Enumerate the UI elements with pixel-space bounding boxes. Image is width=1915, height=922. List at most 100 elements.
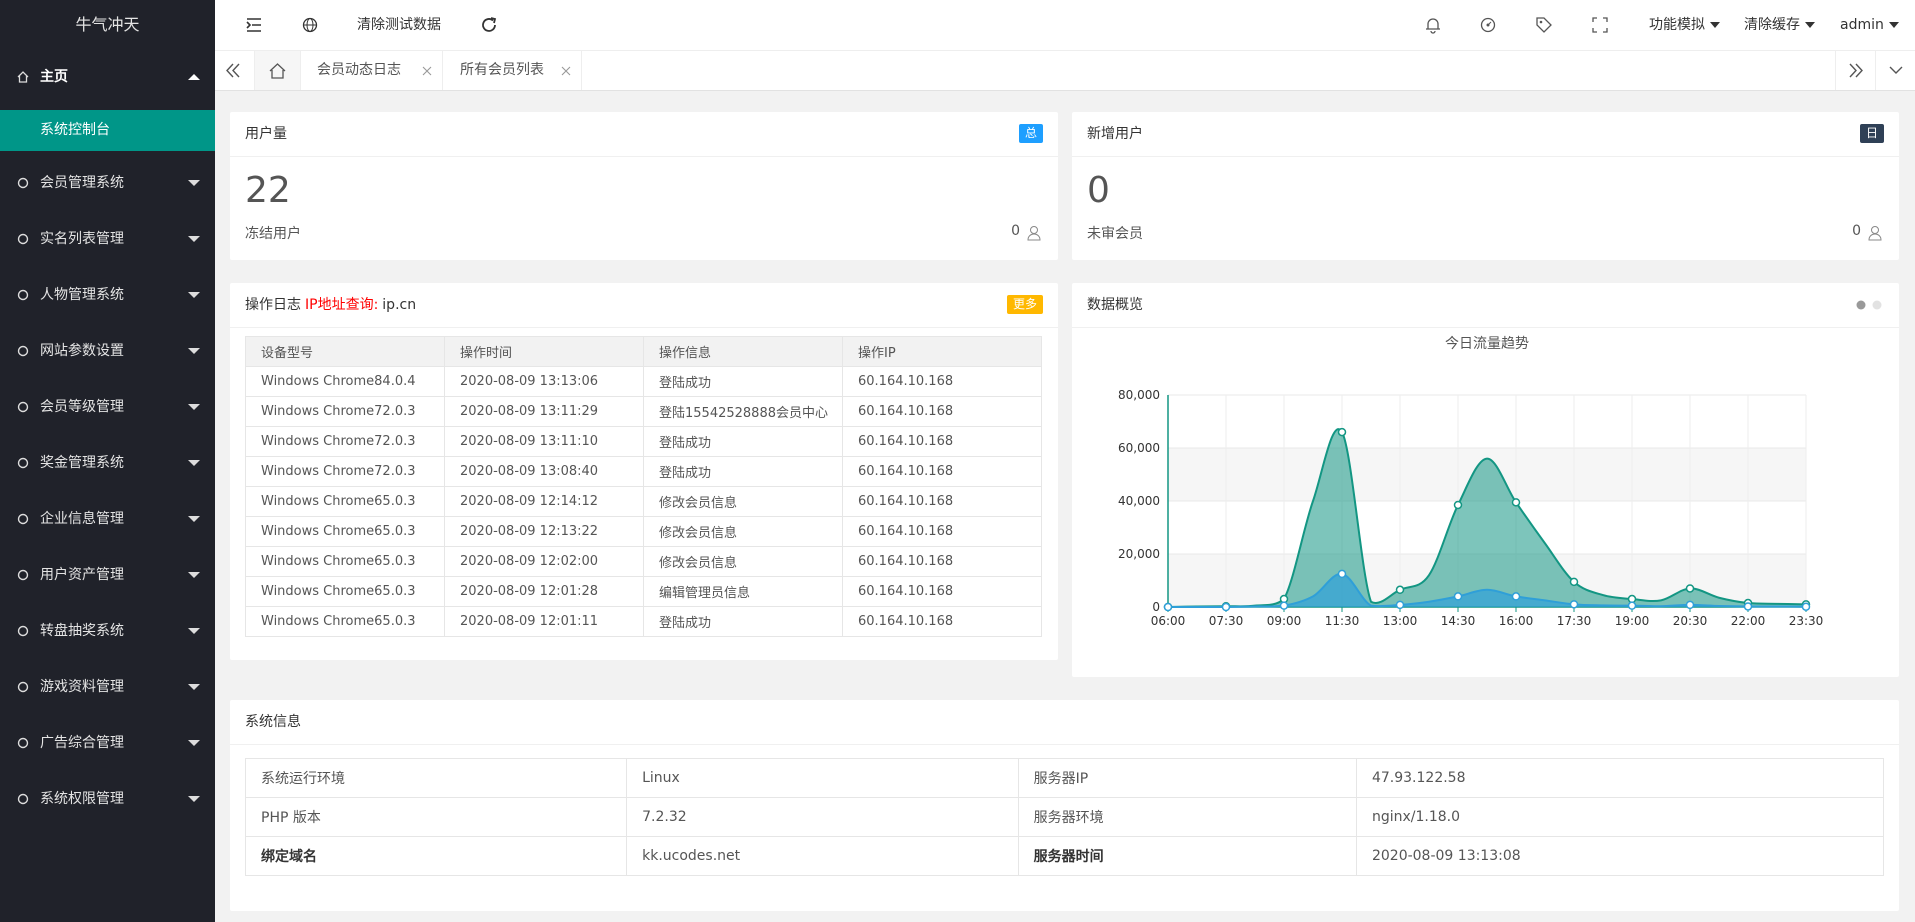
user-icon xyxy=(1027,226,1041,241)
top-menu-label: 功能模拟 xyxy=(1649,17,1705,33)
table-cell: 绑定域名 xyxy=(244,836,628,876)
globe-icon[interactable] xyxy=(301,16,319,34)
tab-menu[interactable] xyxy=(1875,51,1915,90)
menu-icon xyxy=(17,513,29,525)
x-tick-label: 11:30 xyxy=(1325,614,1360,628)
table-cell: Windows Chrome72.0.3 xyxy=(245,456,445,487)
chart: 今日流量趋势 0 20,000 40,000 60,000 80,000 06:00 07:3… xyxy=(1118,336,1824,628)
home-tab[interactable] xyxy=(254,51,301,90)
table-cell: 2020-08-09 13:13:06 xyxy=(444,366,644,397)
theme-icon[interactable] xyxy=(1479,16,1497,34)
menu-arrow xyxy=(188,236,200,242)
menu-arrow xyxy=(188,460,200,466)
tab-bar: 会员动态日志 所有会员列表 xyxy=(215,51,1915,91)
table-cell: 2020-08-09 12:01:11 xyxy=(444,606,644,637)
point xyxy=(1685,584,1695,593)
menu-icon xyxy=(17,345,29,357)
table-cell: 60.164.10.168 xyxy=(842,456,1042,487)
menu-arrow xyxy=(188,180,200,186)
card-title: 用户量 xyxy=(230,112,1058,157)
point xyxy=(1163,602,1173,612)
clear-test-data[interactable]: 清除测试数据 xyxy=(357,17,441,33)
menu-icon xyxy=(17,233,29,245)
menu-item[interactable]: 网站参数设置 xyxy=(0,326,215,376)
menu-item[interactable]: 广告综合管理 xyxy=(0,718,215,768)
stat-value: 0 xyxy=(1087,170,1110,211)
table-cell: 60.164.10.168 xyxy=(842,486,1042,517)
point xyxy=(1337,569,1347,579)
menu-item[interactable]: 游戏资料管理 xyxy=(0,662,215,712)
topbar: 清除测试数据 功能模拟 清除缓存 admin xyxy=(215,0,1915,51)
table-cell: 2020-08-09 13:11:29 xyxy=(444,396,644,427)
menu-label: 网站参数设置 xyxy=(40,343,124,359)
table-cell: 修改会员信息 xyxy=(643,546,843,577)
menu-arrow xyxy=(188,572,200,578)
menu-item[interactable]: 奖金管理系统 xyxy=(0,438,215,488)
table-cell: 7.2.32 xyxy=(626,797,1019,837)
x-tick-label: 17:30 xyxy=(1557,614,1592,628)
menu-item[interactable]: 人物管理系统 xyxy=(0,270,215,320)
menu-label: 广告综合管理 xyxy=(40,735,124,751)
menu-arrow xyxy=(188,684,200,690)
menu-item[interactable]: 会员管理系统 xyxy=(0,158,215,208)
menu-toggle-icon[interactable] xyxy=(245,16,263,34)
column-header: 操作时间 xyxy=(444,336,644,367)
dropdown-arrow xyxy=(1888,22,1899,28)
top-menu[interactable]: 清除缓存 xyxy=(1744,0,1815,50)
menu-icon xyxy=(17,71,29,83)
menu-arrow xyxy=(188,74,200,80)
bell-icon[interactable] xyxy=(1424,16,1442,34)
card-title: 系统信息 xyxy=(230,700,1899,745)
submenu-item[interactable]: 系统控制台 xyxy=(0,110,215,151)
table-cell: PHP 版本 xyxy=(244,797,628,837)
log-card: 操作日志 IP地址查询: ip.cn 更多 设备型号 操作时间 操作信息 操作IP Window… xyxy=(230,283,1058,660)
table-cell: 60.164.10.168 xyxy=(842,606,1042,637)
menu-icon xyxy=(17,737,29,749)
menu-item[interactable]: 用户资产管理 xyxy=(0,550,215,600)
refresh-icon[interactable] xyxy=(480,16,498,34)
top-menu-label: 清除缓存 xyxy=(1744,17,1800,33)
tab[interactable]: 所有会员列表 xyxy=(442,51,582,90)
menu-icon xyxy=(17,289,29,301)
point xyxy=(1395,600,1405,610)
table-cell: 2020-08-09 12:13:22 xyxy=(444,516,644,547)
tab-close[interactable] xyxy=(561,66,571,76)
point xyxy=(1569,577,1579,587)
y-tick-label: 0 xyxy=(1152,600,1160,614)
tab-close[interactable] xyxy=(422,66,432,76)
badge: 日 xyxy=(1859,124,1884,143)
x-tick-label: 23:30 xyxy=(1789,614,1824,628)
menu-item[interactable]: 转盘抽奖系统 xyxy=(0,606,215,656)
dropdown-arrow xyxy=(1710,22,1720,28)
menu-item[interactable]: 会员等级管理 xyxy=(0,382,215,432)
table-cell: 2020-08-09 12:02:00 xyxy=(444,546,644,577)
tab-scroll-left[interactable] xyxy=(215,51,254,90)
menu-icon xyxy=(17,569,29,581)
menu-label: 企业信息管理 xyxy=(40,511,124,527)
table-cell: kk.ucodes.net xyxy=(626,836,1019,876)
ip-lookup-link[interactable]: ip.cn xyxy=(382,297,417,313)
menu-label: 游戏资料管理 xyxy=(40,679,124,695)
point xyxy=(1627,601,1637,610)
table-row: PHP 版本 7.2.32 服务器环境 nginx/1.18.0 xyxy=(244,797,1885,837)
menu-item[interactable]: 系统权限管理 xyxy=(0,774,215,824)
fullscreen-icon[interactable] xyxy=(1591,16,1609,34)
menu-item[interactable]: 实名列表管理 xyxy=(0,214,215,264)
badge[interactable]: 更多 xyxy=(1006,295,1043,314)
table-cell: 修改会员信息 xyxy=(643,516,843,547)
tag-icon[interactable] xyxy=(1535,16,1553,34)
menu-item[interactable]: 主页 xyxy=(0,52,215,102)
top-menu[interactable]: 功能模拟 xyxy=(1649,0,1720,50)
log-title: 操作日志 xyxy=(245,297,301,313)
tab[interactable]: 会员动态日志 xyxy=(299,51,443,90)
tab-scroll-right[interactable] xyxy=(1835,51,1876,90)
x-tick-label: 19:00 xyxy=(1615,614,1650,628)
chart-title: 今日流量趋势 xyxy=(1445,336,1529,352)
carousel-dots[interactable] xyxy=(1855,299,1885,311)
log-table: 设备型号 操作时间 操作信息 操作IP Windows Chrome84.0.4 2020… xyxy=(245,336,1042,637)
menu-item[interactable]: 企业信息管理 xyxy=(0,494,215,544)
column-header: 操作信息 xyxy=(643,336,843,367)
top-menu[interactable]: admin xyxy=(1840,0,1899,50)
sidebar: 牛气冲天 主页 系统控制台 会员管理系统 实名列表管理 人物管理系统 网站参数设置 会员等级… xyxy=(0,0,215,922)
